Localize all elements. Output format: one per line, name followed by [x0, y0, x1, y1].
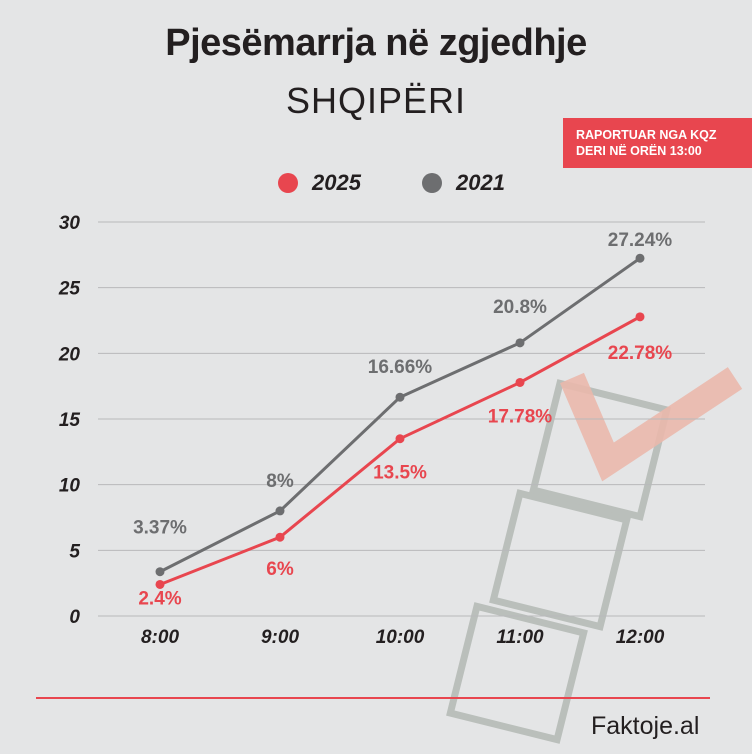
data-label-2021: 27.24% — [608, 230, 673, 251]
data-point-2021 — [395, 392, 405, 402]
data-point-2025 — [395, 434, 405, 444]
data-label-2025: 2.4% — [138, 588, 181, 609]
legend-dot-icon — [278, 173, 298, 193]
legend-item-2021: 2021 — [422, 170, 505, 196]
data-point-2021 — [635, 253, 645, 263]
x-axis: 8:00 9:00 10:00 11:00 12:00 — [141, 627, 665, 648]
y-tick-label: 30 — [59, 213, 81, 234]
data-point-2025 — [635, 312, 645, 322]
data-label-2021: 8% — [266, 471, 294, 492]
data-label-2025: 6% — [266, 559, 294, 580]
x-tick-label: 9:00 — [261, 627, 299, 648]
data-labels: 3.37% 8% 16.66% 20.8% 27.24% 2.4% 6% 13.5% 17.78… — [133, 230, 672, 609]
y-tick-label: 15 — [59, 410, 81, 431]
series-line-2021 — [159, 257, 641, 574]
x-tick-label: 8:00 — [141, 627, 179, 648]
checkmark-icon — [560, 367, 743, 482]
y-tick-label: 5 — [69, 541, 80, 562]
x-tick-label: 10:00 — [376, 627, 425, 648]
legend-label-2025: 2025 — [312, 170, 361, 195]
data-label-2021: 3.37% — [133, 518, 187, 539]
data-label-2025: 17.78% — [488, 406, 553, 427]
y-tick-label: 0 — [69, 607, 80, 628]
data-label-2025: 22.78% — [608, 343, 673, 364]
badge-line-2: DERI NË ORËN 13:00 — [576, 144, 702, 158]
source-badge: RAPORTUAR NGA KQZ DERI NË ORËN 13:00 — [563, 118, 752, 168]
y-tick-label: 20 — [58, 344, 81, 365]
badge-line-1: RAPORTUAR NGA KQZ — [576, 128, 717, 142]
bottom-rule — [36, 697, 710, 699]
data-point-2025 — [155, 579, 165, 589]
y-tick-label: 10 — [59, 476, 81, 497]
chart-title: Pjesëmarrja në zgjedhje — [165, 22, 587, 64]
x-tick-label: 11:00 — [496, 627, 544, 648]
data-point-2021 — [155, 567, 165, 577]
data-point-2021 — [515, 338, 525, 348]
data-label-2021: 20.8% — [493, 297, 547, 318]
y-tick-label: 25 — [58, 279, 81, 300]
data-point-2025 — [515, 377, 525, 387]
ballot-checkbox-watermark — [446, 379, 671, 744]
legend-label-2021: 2021 — [456, 170, 505, 195]
series-layer — [155, 253, 645, 589]
data-point-2025 — [275, 532, 285, 542]
chart-subtitle: SHQIPËRI — [285, 80, 467, 121]
brand-logo: Faktoje.al — [591, 712, 700, 740]
data-label-2021: 16.66% — [368, 357, 433, 378]
data-label-2025: 13.5% — [373, 463, 427, 484]
y-axis: 0 5 10 15 20 25 30 — [58, 213, 81, 628]
legend-dot-icon — [422, 173, 442, 193]
data-point-2021 — [275, 506, 285, 516]
legend-item-2025: 2025 — [278, 170, 361, 196]
x-tick-label: 12:00 — [616, 627, 665, 648]
